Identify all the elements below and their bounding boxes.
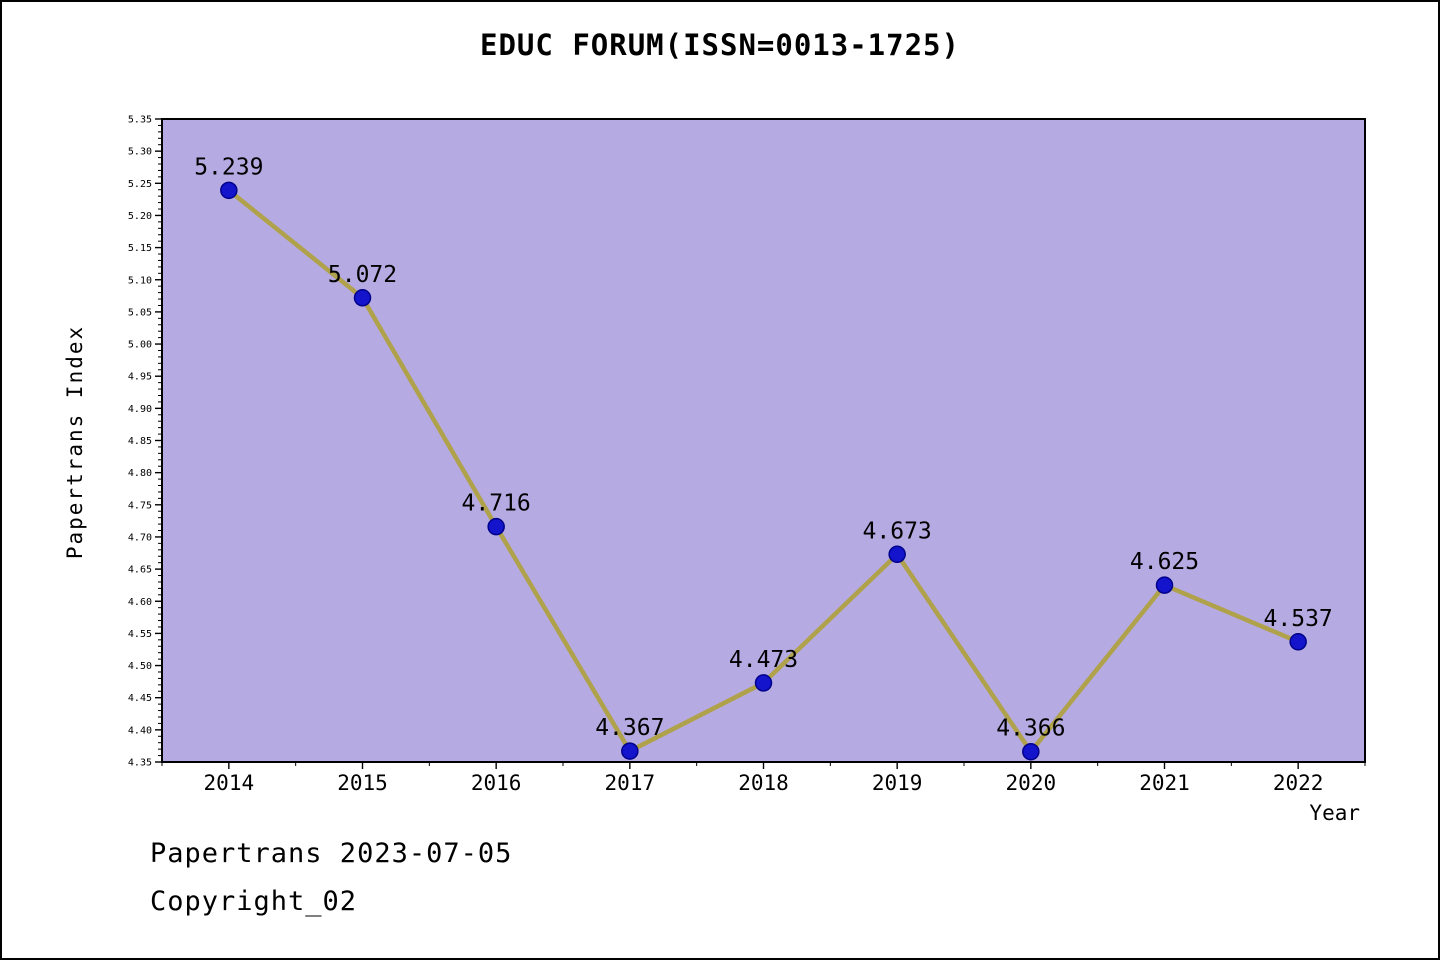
x-tick-label: 2019: [872, 771, 923, 795]
y-tick-label: 4.95: [128, 372, 152, 383]
x-tick-label: 2021: [1139, 771, 1190, 795]
data-point: [1289, 633, 1307, 651]
data-point: [220, 181, 238, 200]
y-tick-label: 4.90: [128, 404, 152, 415]
y-tick-label: 4.35: [128, 758, 152, 769]
y-tick-label: 4.75: [128, 500, 152, 511]
y-tick-label: 4.50: [128, 661, 152, 672]
x-tick-label: 2022: [1273, 771, 1324, 795]
data-point: [487, 517, 505, 536]
y-tick-label: 5.15: [128, 243, 152, 254]
x-tick-label: 2015: [337, 771, 388, 795]
x-tick-label: 2014: [204, 771, 255, 795]
point-value-label: 4.473: [729, 647, 798, 673]
x-tick-label: 2020: [1006, 771, 1057, 795]
x-axis-label: Year: [1309, 801, 1360, 825]
chart-title: EDUC FORUM(ISSN=0013-1725): [480, 28, 960, 62]
y-tick-label: 5.30: [128, 147, 152, 158]
y-tick-label: 5.05: [128, 307, 152, 318]
papertrans-index-line-chart: 4.35 4.40 4.45 4.50 4.55 4.60 4.65 4.70 4.75 4.80…: [63, 115, 1366, 825]
y-axis-label: Papertrans Index: [63, 325, 87, 559]
footer-date-text: Papertrans 2023-07-05: [150, 838, 513, 869]
data-point: [1155, 576, 1174, 594]
point-value-label: 4.367: [595, 715, 664, 741]
plot-area: [161, 118, 1366, 763]
data-point: [1022, 742, 1040, 761]
y-tick-label: 4.40: [128, 725, 152, 736]
y-tick-label: 5.25: [128, 179, 152, 190]
y-tick-label: 4.45: [128, 693, 152, 704]
x-tick-label: 2016: [471, 771, 522, 795]
y-tick-label: 4.85: [128, 436, 152, 447]
point-value-label: 4.625: [1130, 549, 1199, 575]
x-tick-label: 2018: [738, 771, 789, 795]
data-point: [888, 545, 906, 564]
chart-plot-group: 4.35 4.40 4.45 4.50 4.55 4.60 4.65 4.70 4.75 4.80…: [128, 115, 1366, 795]
y-tick-label: 5.20: [128, 211, 152, 222]
x-tick-label: 2017: [605, 771, 656, 795]
y-tick-label: 4.65: [128, 565, 152, 576]
point-value-label: 4.673: [863, 518, 932, 544]
y-tick-label: 4.70: [128, 532, 152, 543]
y-tick-label: 5.10: [128, 275, 152, 286]
footer-copyright-text: Copyright_02: [150, 886, 358, 917]
point-value-label: 4.537: [1264, 606, 1333, 632]
y-tick-label: 4.60: [128, 597, 152, 608]
point-value-label: 5.239: [194, 154, 263, 180]
point-value-label: 5.072: [328, 262, 397, 288]
data-point: [353, 289, 372, 307]
y-tick-label: 5.35: [128, 115, 152, 126]
y-tick-label: 4.80: [128, 468, 152, 479]
point-value-label: 4.366: [996, 716, 1065, 742]
y-tick-label: 4.55: [128, 629, 152, 640]
y-tick-label: 5.00: [128, 340, 152, 351]
data-point: [621, 742, 639, 760]
point-value-label: 4.716: [462, 491, 531, 517]
data-point: [754, 674, 773, 692]
